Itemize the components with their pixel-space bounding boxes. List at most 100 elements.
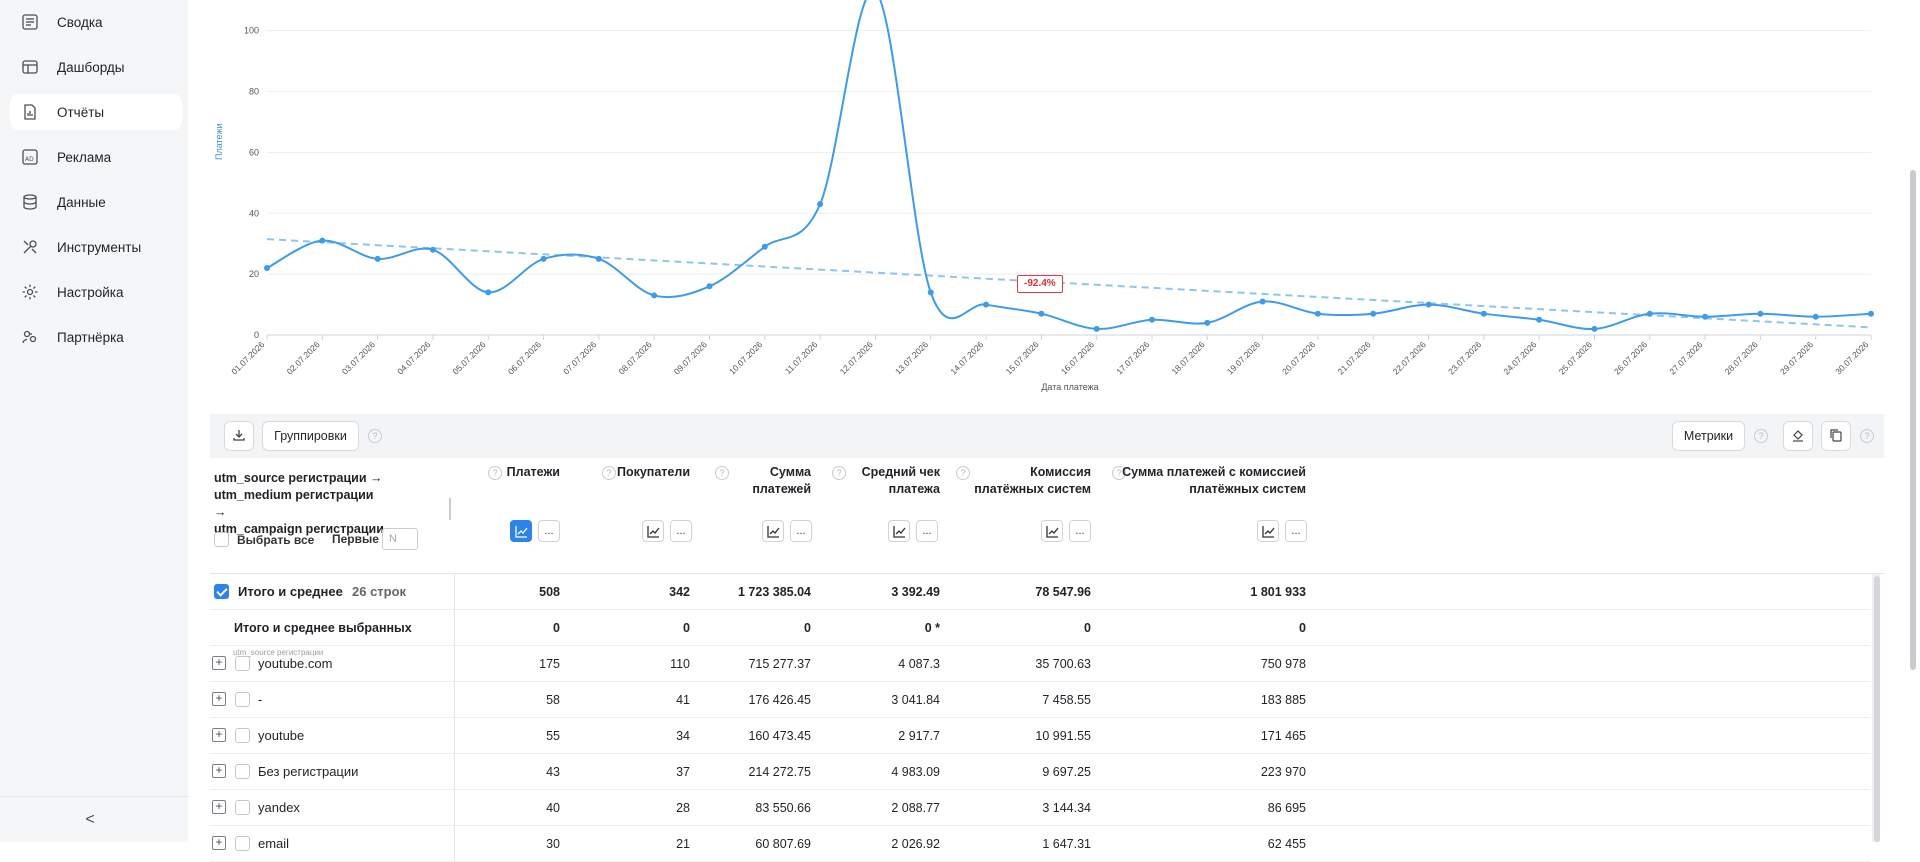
expand-row-icon[interactable]: + [212, 836, 226, 850]
total-label: Итого и среднее [238, 584, 343, 599]
row-name[interactable]: youtube [258, 728, 305, 743]
x-tick-label: 24.07.2026 [1501, 339, 1538, 376]
column-header-line: Комиссия [1030, 465, 1091, 479]
column-header[interactable]: Сумма платежей с комиссией платёжных сист… [1122, 464, 1306, 498]
row-name[interactable]: Без регистрации [258, 764, 359, 779]
column-help-icon[interactable]: ? [602, 466, 616, 480]
column-more-button[interactable]: ... [1069, 520, 1091, 542]
column-chart-toggle[interactable] [510, 520, 532, 542]
line-chart-icon [766, 525, 780, 538]
copy-icon [1829, 428, 1843, 445]
row-checkbox[interactable] [235, 692, 250, 707]
column-resize-handle[interactable] [449, 498, 451, 520]
column-chart-toggle[interactable] [888, 520, 910, 542]
column-more-button[interactable]: ... [670, 520, 692, 542]
select-all-checkbox[interactable] [214, 532, 229, 547]
data-point [817, 201, 824, 208]
row-checkbox[interactable] [235, 800, 250, 815]
column-help-icon[interactable]: ? [956, 466, 970, 480]
row-dimension: utm_source регистрации + youtube.com [210, 646, 455, 682]
dimension-hint: utm_source регистрации [233, 648, 324, 657]
row-checkbox[interactable] [235, 836, 250, 851]
row-name[interactable]: yandex [258, 800, 300, 815]
column-more-button[interactable]: ... [790, 520, 812, 542]
highlight-button[interactable] [1783, 421, 1813, 451]
column-header[interactable]: Покупатели [617, 464, 690, 481]
expand-row-icon[interactable]: + [212, 800, 226, 814]
row-name[interactable]: email [258, 836, 290, 851]
x-tick-label: 14.07.2026 [948, 339, 985, 376]
total-checkbox[interactable] [214, 584, 229, 599]
column-help-icon[interactable]: ? [715, 466, 729, 480]
download-button[interactable] [224, 421, 254, 451]
column-header[interactable]: Комиссия платёжных систем [974, 464, 1091, 498]
table-row[interactable]: utm_source регистрации + youtube.com 175… [210, 646, 1870, 682]
grouping-level-2: utm_medium регистрации → [214, 488, 374, 519]
table-scroll-thumb[interactable] [1874, 576, 1880, 842]
column-more-button[interactable]: ... [916, 520, 938, 542]
data-point [706, 283, 713, 290]
help-icon[interactable]: ? [368, 429, 382, 443]
x-tick-label: 02.07.2026 [285, 339, 322, 376]
copy-button[interactable] [1821, 421, 1851, 451]
table-cell: 4 983.09 [891, 765, 940, 779]
collapse-sidebar-button[interactable]: < [70, 808, 110, 832]
column-chart-toggle[interactable] [762, 520, 784, 542]
table-row[interactable]: + email 30 21 60 807.69 2 026.92 1 647.31 62 … [210, 826, 1870, 862]
x-tick-label: 04.07.2026 [395, 339, 432, 376]
column-header[interactable]: Средний чек платежа [862, 464, 940, 498]
sidebar-item-tools[interactable]: Инструменты [10, 229, 182, 265]
column-more-button[interactable]: ... [538, 520, 560, 542]
table-cell: 37 [676, 765, 690, 779]
row-checkbox[interactable] [235, 764, 250, 779]
expand-row-icon[interactable]: + [212, 728, 226, 742]
sidebar-item-partners[interactable]: Партнёрка [10, 319, 182, 355]
expand-row-icon[interactable]: + [212, 656, 226, 670]
row-checkbox[interactable] [235, 728, 250, 743]
select-all[interactable]: Выбрать все [214, 532, 314, 547]
column-help-icon[interactable]: ? [1112, 466, 1126, 480]
column-help-icon[interactable]: ? [488, 466, 502, 480]
table-row[interactable]: + - 58 41 176 426.45 3 041.84 7 458.55 183 88… [210, 682, 1870, 718]
help-icon[interactable]: ? [1754, 429, 1768, 443]
table-cell: 0 [1084, 621, 1091, 635]
expand-row-icon[interactable]: + [212, 764, 226, 778]
row-name[interactable]: - [258, 692, 263, 707]
metrics-button[interactable]: Метрики [1672, 421, 1745, 451]
help-icon[interactable]: ? [1860, 429, 1874, 443]
table-row[interactable]: + youtube 55 34 160 473.45 2 917.7 10 991.55… [210, 718, 1870, 754]
summary-icon [20, 12, 40, 32]
x-tick-label: 07.07.2026 [561, 339, 598, 376]
sidebar-item-dashboards[interactable]: Дашборды [10, 49, 182, 85]
sidebar-item-settings[interactable]: Настройка [10, 274, 182, 310]
select-all-label: Выбрать все [237, 532, 315, 547]
column-chart-toggle[interactable] [1257, 520, 1279, 542]
table-row[interactable]: + yandex 40 28 83 550.66 2 088.77 3 144.34 86… [210, 790, 1870, 826]
sidebar-item-reports[interactable]: Отчёты [10, 94, 182, 130]
column-help-icon[interactable]: ? [832, 466, 846, 480]
sidebar-item-data[interactable]: Данные [10, 184, 182, 220]
row-name[interactable]: youtube.com [258, 656, 333, 671]
table-cell: 0 [1299, 621, 1306, 635]
y-tick-label: 80 [249, 87, 259, 97]
column-chart-toggle[interactable] [1041, 520, 1063, 542]
sidebar-item-ads[interactable]: AD Реклама [10, 139, 182, 175]
first-n-input[interactable]: N [382, 528, 418, 550]
column-chart-toggle[interactable] [642, 520, 664, 542]
data-point [485, 289, 492, 296]
column-more-button[interactable]: ... [1285, 520, 1307, 542]
row-checkbox[interactable] [235, 656, 250, 671]
column-header-line: платежа [888, 482, 940, 496]
data-point [1591, 325, 1598, 332]
x-tick-label: 09.07.2026 [672, 339, 709, 376]
column-header[interactable]: Сумма платежей [752, 464, 811, 498]
table-cell: 41 [676, 693, 690, 707]
sidebar-item-summary[interactable]: Сводка [10, 4, 182, 40]
column-header-line: Средний чек [861, 465, 940, 479]
table-cell: 4 087.3 [898, 657, 940, 671]
page-scrollbar[interactable] [1910, 170, 1916, 670]
groupings-button[interactable]: Группировки [262, 421, 359, 451]
column-header[interactable]: Платежи [507, 464, 560, 481]
table-row[interactable]: + Без регистрации 43 37 214 272.75 4 983.09… [210, 754, 1870, 790]
expand-row-icon[interactable]: + [212, 692, 226, 706]
